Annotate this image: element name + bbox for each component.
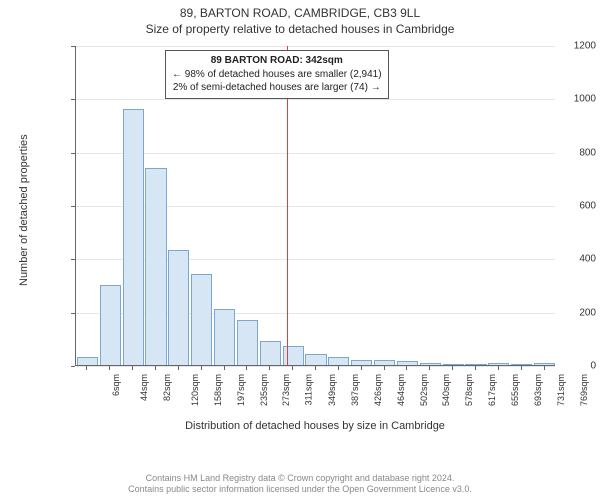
xtick-label: 273sqm (281, 374, 291, 406)
xtick-mark (361, 366, 362, 370)
ytick-mark (71, 313, 75, 314)
xtick-label: 120sqm (190, 374, 200, 406)
ytick-mark (71, 99, 75, 100)
xtick-mark (109, 366, 110, 370)
xtick-label: 502sqm (419, 374, 429, 406)
xtick-mark (544, 366, 545, 370)
xtick-mark (155, 366, 156, 370)
xtick-mark (178, 366, 179, 370)
xtick-label: 426sqm (373, 374, 383, 406)
histogram-bar (214, 309, 235, 365)
gridline (76, 153, 555, 154)
ytick-label: 800 (527, 147, 596, 158)
histogram-bar (488, 363, 509, 365)
ytick-label: 1200 (527, 41, 596, 52)
xtick-mark (132, 366, 133, 370)
footer-line-2: Contains public sector information licen… (0, 484, 600, 496)
gridline (76, 46, 555, 47)
histogram-bar (145, 168, 166, 365)
annotation-line-3: 2% of semi-detached houses are larger (7… (172, 81, 382, 95)
histogram-bar (77, 357, 98, 365)
page-title-address: 89, BARTON ROAD, CAMBRIDGE, CB3 9LL (0, 0, 600, 20)
histogram-bar (351, 360, 372, 365)
annotation-box: 89 BARTON ROAD: 342sqm ← 98% of detached… (165, 50, 389, 99)
ytick-label: 400 (527, 254, 596, 265)
histogram-bar (443, 364, 464, 365)
xtick-mark (246, 366, 247, 370)
xtick-label: 311sqm (304, 374, 314, 405)
xtick-mark (86, 366, 87, 370)
xtick-mark (498, 366, 499, 370)
chart-container: { "header": { "address": "89, BARTON ROA… (0, 0, 600, 500)
xtick-label: 578sqm (464, 374, 474, 406)
gridline (76, 99, 555, 100)
footer-line-1: Contains HM Land Registry data © Crown c… (0, 473, 600, 485)
xtick-mark (475, 366, 476, 370)
xtick-mark (384, 366, 385, 370)
xtick-mark (292, 366, 293, 370)
ytick-mark (71, 366, 75, 367)
ytick-mark (71, 259, 75, 260)
histogram-bar (168, 250, 189, 365)
xtick-label: 769sqm (579, 374, 589, 406)
ytick-label: 0 (527, 361, 596, 372)
ytick-label: 200 (527, 307, 596, 318)
xtick-label: 693sqm (533, 374, 543, 406)
histogram-bar (420, 363, 441, 365)
xtick-label: 6sqm (111, 374, 121, 396)
histogram-bar (305, 354, 326, 365)
ytick-mark (71, 206, 75, 207)
histogram-bar (237, 320, 258, 365)
xtick-mark (521, 366, 522, 370)
xtick-label: 387sqm (350, 374, 360, 406)
xtick-label: 235sqm (259, 374, 269, 406)
histogram-bar (328, 357, 349, 365)
xtick-mark (269, 366, 270, 370)
histogram-bar (123, 109, 144, 365)
annotation-line-2: ← 98% of detached houses are smaller (2,… (172, 68, 382, 82)
ytick-label: 600 (527, 201, 596, 212)
y-axis-label: Number of detached properties (18, 134, 30, 286)
annotation-line-1: 89 BARTON ROAD: 342sqm (172, 54, 382, 68)
page-title-subtitle: Size of property relative to detached ho… (0, 20, 600, 36)
xtick-label: 158sqm (213, 374, 223, 406)
xtick-mark (201, 366, 202, 370)
xtick-label: 82sqm (162, 374, 172, 401)
xtick-label: 617sqm (487, 374, 497, 406)
xtick-label: 349sqm (327, 374, 337, 406)
histogram-bar (100, 285, 121, 365)
footer-attribution: Contains HM Land Registry data © Crown c… (0, 473, 600, 496)
xtick-mark (338, 366, 339, 370)
xtick-label: 731sqm (556, 374, 566, 406)
histogram-bar (397, 361, 418, 365)
xtick-mark (429, 366, 430, 370)
ytick-mark (71, 46, 75, 47)
xtick-label: 44sqm (139, 374, 149, 401)
histogram-bar (283, 346, 304, 365)
xtick-label: 655sqm (510, 374, 520, 406)
xtick-mark (406, 366, 407, 370)
histogram-bar (260, 341, 281, 365)
histogram-bar (374, 360, 395, 365)
x-axis-label: Distribution of detached houses by size … (75, 420, 555, 432)
histogram-bar (465, 364, 486, 365)
xtick-mark (452, 366, 453, 370)
xtick-mark (315, 366, 316, 370)
xtick-label: 197sqm (236, 374, 246, 406)
xtick-label: 464sqm (396, 374, 406, 406)
ytick-mark (71, 153, 75, 154)
xtick-label: 540sqm (441, 374, 451, 406)
histogram-bar (191, 274, 212, 365)
xtick-mark (224, 366, 225, 370)
ytick-label: 1000 (527, 94, 596, 105)
